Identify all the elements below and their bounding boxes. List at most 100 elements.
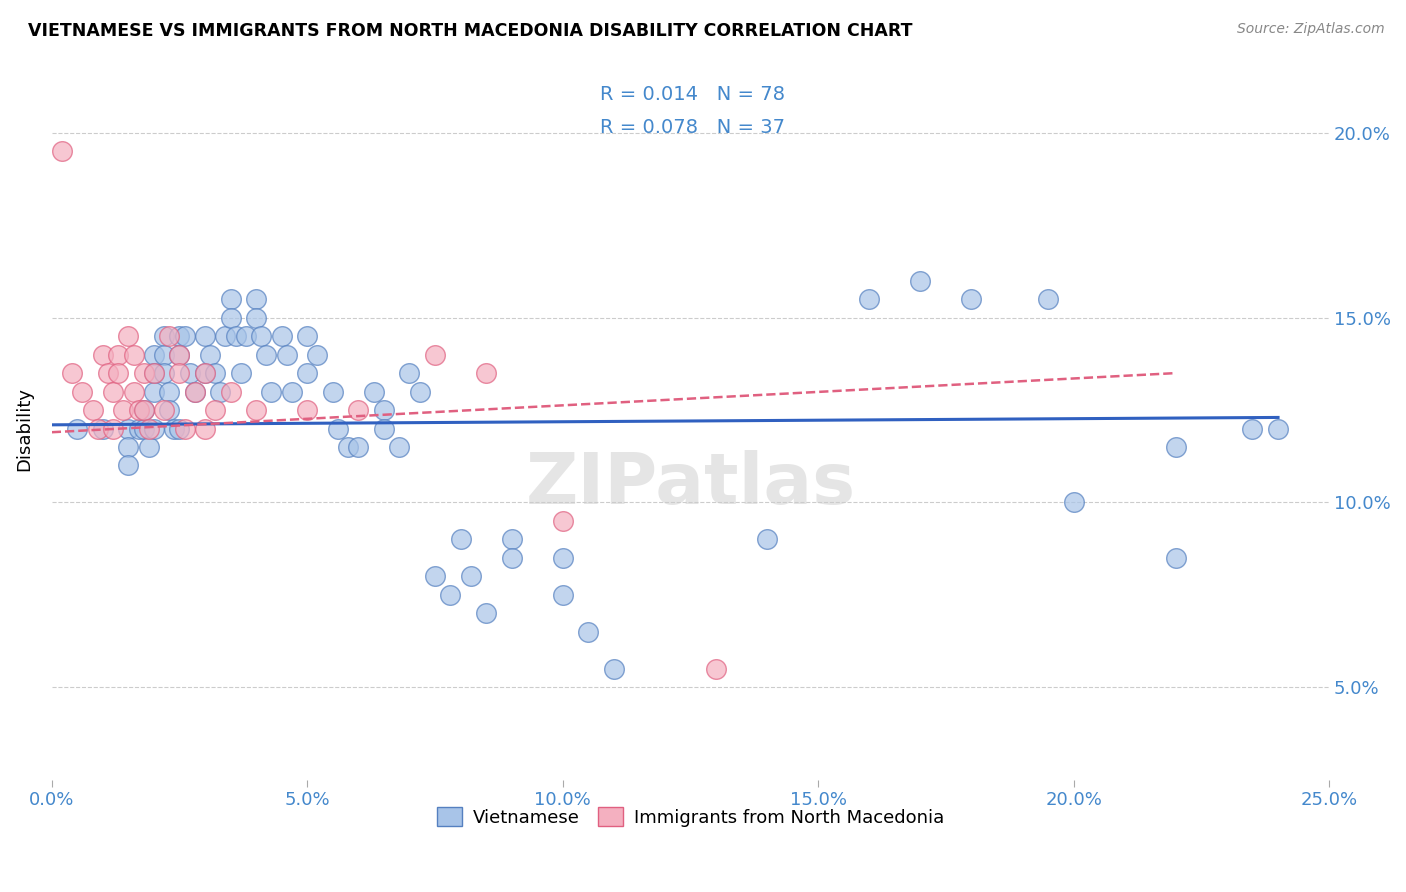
Point xyxy=(373,421,395,435)
Point xyxy=(82,403,104,417)
Point xyxy=(450,533,472,547)
Point xyxy=(1241,421,1264,435)
Point xyxy=(117,421,139,435)
Point xyxy=(501,550,523,565)
Point xyxy=(153,348,176,362)
Point xyxy=(184,384,207,399)
Point xyxy=(194,329,217,343)
Text: VIETNAMESE VS IMMIGRANTS FROM NORTH MACEDONIA DISABILITY CORRELATION CHART: VIETNAMESE VS IMMIGRANTS FROM NORTH MACE… xyxy=(28,22,912,40)
Point xyxy=(107,348,129,362)
Point xyxy=(260,384,283,399)
Point xyxy=(153,329,176,343)
Point xyxy=(112,403,135,417)
Point xyxy=(204,366,226,380)
Point xyxy=(169,329,191,343)
Point xyxy=(219,384,242,399)
Point xyxy=(551,550,574,565)
Point xyxy=(117,440,139,454)
Point xyxy=(460,569,482,583)
Point xyxy=(254,348,277,362)
Point xyxy=(97,366,120,380)
Point xyxy=(704,662,727,676)
Point xyxy=(347,403,370,417)
Point xyxy=(229,366,252,380)
Point xyxy=(576,624,599,639)
Point xyxy=(142,421,165,435)
Point xyxy=(117,329,139,343)
Point xyxy=(101,421,124,435)
Point xyxy=(132,403,155,417)
Point xyxy=(408,384,430,399)
Point xyxy=(194,421,217,435)
Point xyxy=(225,329,247,343)
Point xyxy=(66,421,89,435)
Point xyxy=(122,384,145,399)
Point xyxy=(138,440,160,454)
Point xyxy=(475,607,498,621)
Point xyxy=(423,348,446,362)
Point xyxy=(245,292,267,306)
Point xyxy=(337,440,360,454)
Point xyxy=(173,329,195,343)
Point xyxy=(551,588,574,602)
Point xyxy=(142,366,165,380)
Point xyxy=(60,366,83,380)
Point xyxy=(423,569,446,583)
Point xyxy=(122,348,145,362)
Point xyxy=(910,274,932,288)
Point xyxy=(128,403,150,417)
Point xyxy=(72,384,94,399)
Text: ZIPatlas: ZIPatlas xyxy=(526,450,855,519)
Point xyxy=(475,366,498,380)
Point xyxy=(245,310,267,325)
Point xyxy=(132,366,155,380)
Point xyxy=(142,384,165,399)
Text: R = 0.014   N = 78: R = 0.014 N = 78 xyxy=(600,85,786,103)
Text: R = 0.078   N = 37: R = 0.078 N = 37 xyxy=(600,118,786,137)
Point xyxy=(347,440,370,454)
Point xyxy=(91,348,114,362)
Point xyxy=(173,421,195,435)
Point xyxy=(1164,440,1187,454)
Point xyxy=(184,384,207,399)
Point xyxy=(169,348,191,362)
Point xyxy=(157,403,180,417)
Point xyxy=(858,292,880,306)
Point xyxy=(138,421,160,435)
Point xyxy=(960,292,983,306)
Point xyxy=(169,421,191,435)
Point xyxy=(501,533,523,547)
Legend: Vietnamese, Immigrants from North Macedonia: Vietnamese, Immigrants from North Macedo… xyxy=(429,799,952,834)
Point xyxy=(603,662,626,676)
Point xyxy=(1036,292,1059,306)
Point xyxy=(1267,421,1289,435)
Point xyxy=(117,458,139,473)
Point xyxy=(322,384,344,399)
Point xyxy=(142,348,165,362)
Point xyxy=(142,366,165,380)
Point xyxy=(153,403,176,417)
Point xyxy=(297,366,319,380)
Point xyxy=(270,329,292,343)
Point xyxy=(219,292,242,306)
Point xyxy=(388,440,411,454)
Point xyxy=(128,421,150,435)
Y-axis label: Disability: Disability xyxy=(15,386,32,470)
Point xyxy=(91,421,114,435)
Point xyxy=(169,366,191,380)
Point xyxy=(153,366,176,380)
Point xyxy=(219,310,242,325)
Point xyxy=(363,384,385,399)
Point xyxy=(551,514,574,528)
Point xyxy=(163,421,186,435)
Point xyxy=(209,384,232,399)
Point xyxy=(157,329,180,343)
Point xyxy=(398,366,420,380)
Point xyxy=(157,384,180,399)
Point xyxy=(101,384,124,399)
Point xyxy=(194,366,217,380)
Point xyxy=(245,403,267,417)
Point xyxy=(281,384,304,399)
Point xyxy=(1063,495,1085,509)
Point xyxy=(132,421,155,435)
